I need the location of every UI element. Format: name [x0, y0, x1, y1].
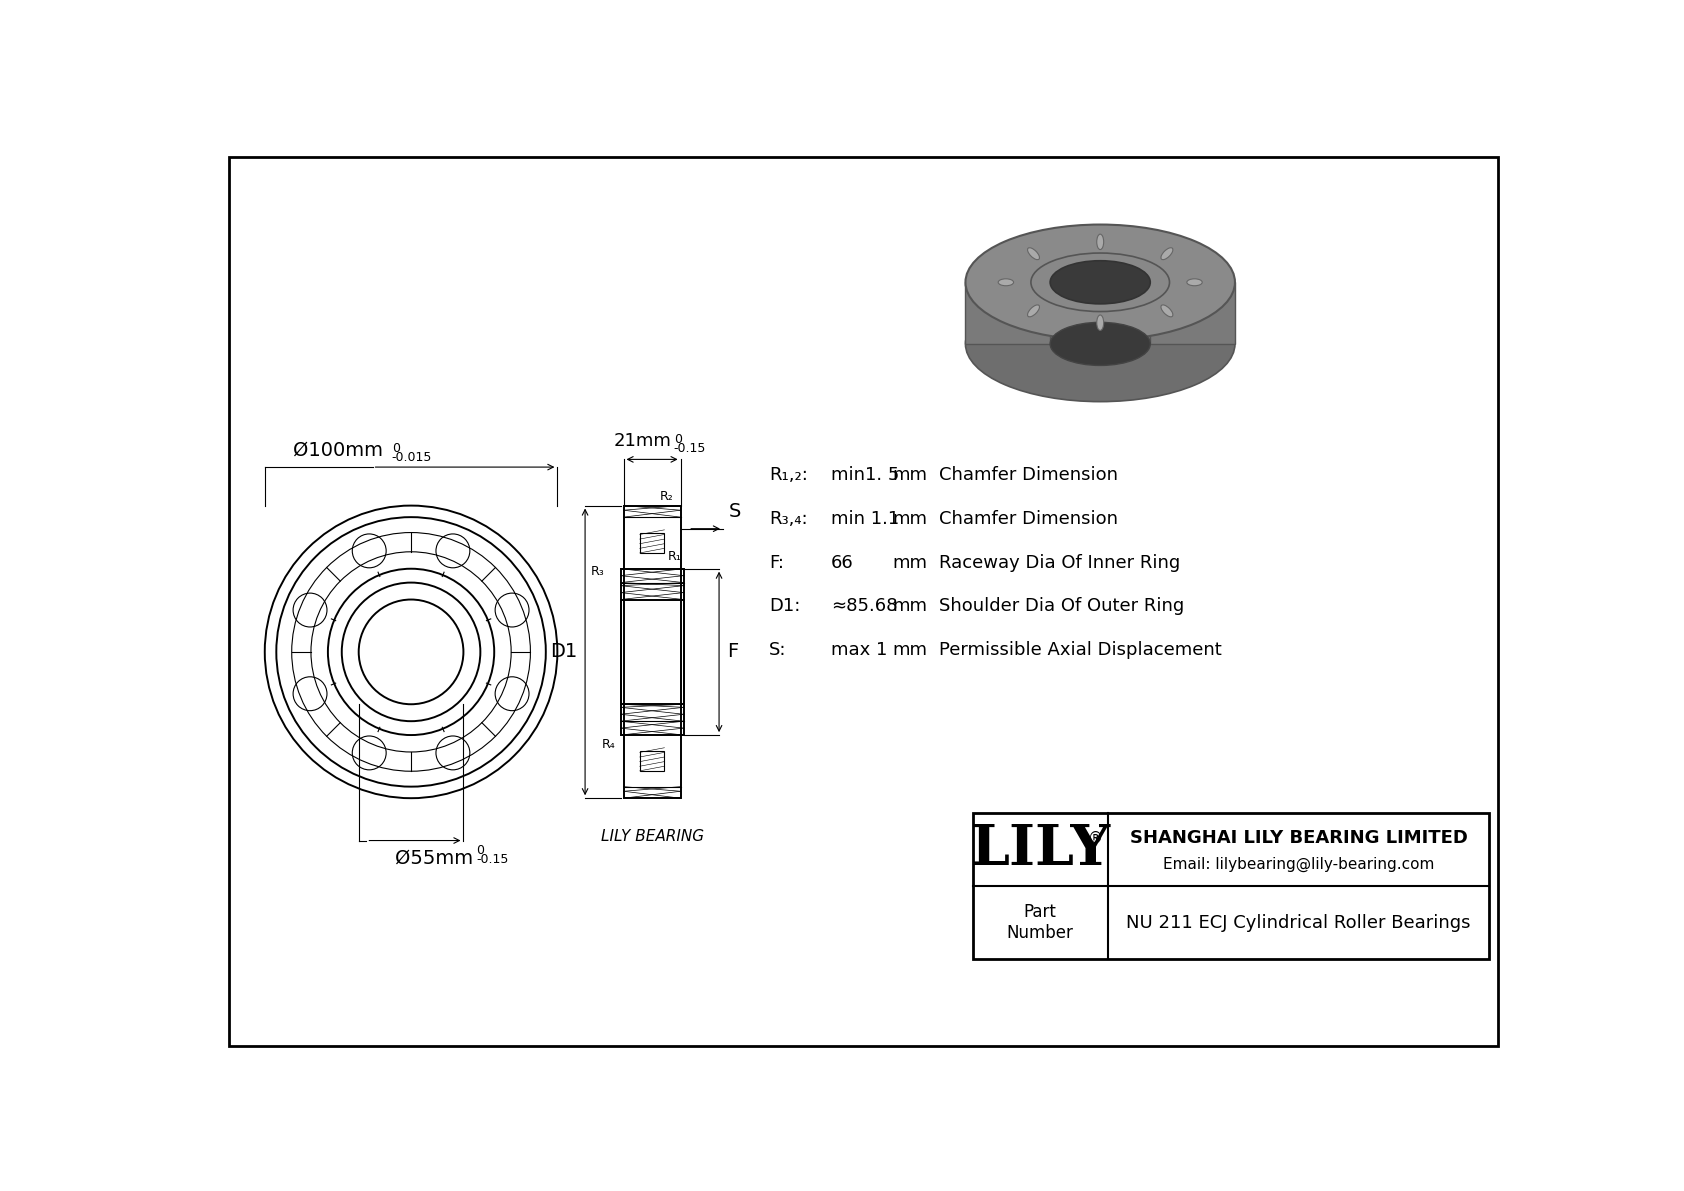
Text: min 1.1: min 1.1 [830, 510, 899, 528]
Text: 66: 66 [830, 554, 854, 572]
Ellipse shape [1096, 314, 1103, 330]
Text: Chamfer Dimension: Chamfer Dimension [938, 466, 1118, 484]
Ellipse shape [999, 279, 1014, 286]
Ellipse shape [965, 225, 1234, 341]
Text: mm: mm [893, 554, 928, 572]
Ellipse shape [1051, 323, 1150, 366]
Ellipse shape [965, 286, 1234, 401]
Text: LILY: LILY [970, 822, 1110, 877]
Bar [973, 812, 1489, 959]
Text: R₃,₄:: R₃,₄: [770, 510, 808, 528]
Text: D1: D1 [551, 642, 578, 661]
Bar [620, 569, 684, 735]
Text: -0.15: -0.15 [674, 442, 706, 455]
Bar [620, 599, 684, 704]
Text: LILY BEARING: LILY BEARING [601, 829, 704, 844]
Text: 21mm: 21mm [615, 432, 672, 450]
Text: ®: ® [1088, 830, 1103, 846]
Text: 0: 0 [392, 442, 399, 455]
Text: Raceway Dia Of Inner Ring: Raceway Dia Of Inner Ring [938, 554, 1180, 572]
Text: min1. 5: min1. 5 [830, 466, 899, 484]
Text: 0: 0 [674, 432, 682, 445]
Text: Shoulder Dia Of Outer Ring: Shoulder Dia Of Outer Ring [938, 598, 1184, 616]
Text: mm: mm [893, 466, 928, 484]
Text: ≈85.68: ≈85.68 [830, 598, 898, 616]
Bar [623, 506, 680, 798]
Polygon shape [965, 282, 1051, 344]
Polygon shape [1150, 282, 1234, 344]
Ellipse shape [1160, 305, 1172, 317]
Ellipse shape [1096, 235, 1103, 250]
Text: R₃: R₃ [591, 565, 605, 578]
Text: R₄: R₄ [603, 738, 616, 752]
Ellipse shape [1160, 248, 1172, 260]
Text: -0.15: -0.15 [477, 853, 509, 866]
Text: R₂: R₂ [660, 491, 674, 504]
Ellipse shape [1187, 279, 1202, 286]
Text: F:: F: [770, 554, 785, 572]
Ellipse shape [1027, 305, 1039, 317]
Text: Permissible Axial Displacement: Permissible Axial Displacement [938, 641, 1221, 660]
Text: Ø55mm: Ø55mm [396, 848, 473, 867]
Ellipse shape [1051, 261, 1150, 304]
Text: -0.015: -0.015 [392, 451, 433, 464]
Ellipse shape [1031, 252, 1169, 312]
Text: S: S [729, 501, 741, 520]
Text: Part
Number: Part Number [1007, 903, 1074, 942]
Text: NU 211 ECJ Cylindrical Roller Bearings: NU 211 ECJ Cylindrical Roller Bearings [1127, 913, 1470, 931]
Text: mm: mm [893, 510, 928, 528]
Bar [640, 532, 665, 553]
Text: S:: S: [770, 641, 786, 660]
Text: mm: mm [893, 641, 928, 660]
Text: 0: 0 [477, 843, 485, 856]
Text: F: F [727, 642, 738, 661]
Text: R₁,₂:: R₁,₂: [770, 466, 808, 484]
Ellipse shape [1027, 248, 1039, 260]
Text: Ø100mm: Ø100mm [293, 441, 382, 460]
Text: Chamfer Dimension: Chamfer Dimension [938, 510, 1118, 528]
Bar [640, 750, 665, 771]
Text: D1:: D1: [770, 598, 800, 616]
Text: SHANGHAI LILY BEARING LIMITED: SHANGHAI LILY BEARING LIMITED [1130, 829, 1467, 848]
Text: R₁: R₁ [667, 549, 682, 562]
Text: max 1: max 1 [830, 641, 887, 660]
Text: mm: mm [893, 598, 928, 616]
Text: Email: lilybearing@lily-bearing.com: Email: lilybearing@lily-bearing.com [1162, 856, 1435, 872]
